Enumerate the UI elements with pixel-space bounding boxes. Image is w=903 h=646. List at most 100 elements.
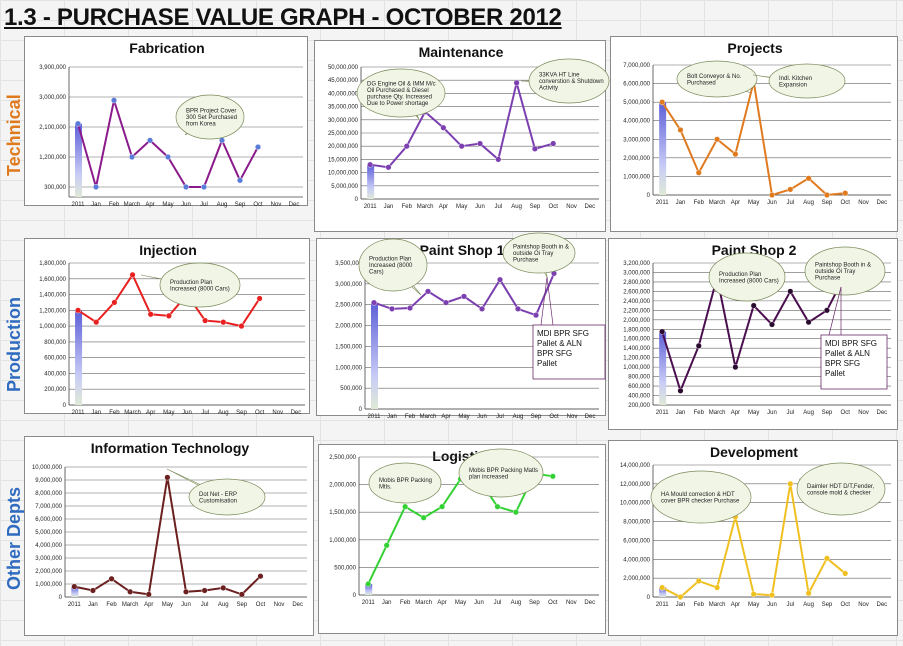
x-tick-label: Oct [549, 204, 559, 210]
chart-title: Projects [727, 40, 782, 56]
data-point-feb [403, 143, 410, 150]
chart-svg-fabrication: Fabrication 300,000 1,200,000 2,100,000 3,00… [39, 40, 303, 208]
y-tick-label: 4,000,000 [35, 543, 62, 549]
chart-panel-fabrication: Fabrication 300,000 1,200,000 2,100,000 3,00… [24, 36, 308, 208]
data-point-jun [768, 191, 775, 198]
data-point-march [420, 514, 427, 521]
x-tick-label: Oct [549, 414, 559, 420]
x-tick-label: Jun [182, 410, 192, 416]
chart-title: Paint Shop 1 [420, 242, 505, 258]
x-tick-label: March [417, 204, 434, 210]
section-label-technical: Technical [4, 94, 24, 176]
x-tick-label: Jun [767, 410, 777, 416]
x-tick-label: Oct [256, 602, 266, 608]
x-tick-label: Apr [437, 600, 446, 606]
x-tick-label: Nov [274, 602, 285, 608]
x-tick-label: Sep [530, 204, 541, 210]
y-tick-label: 2,600,000 [623, 289, 650, 295]
x-tick-label: Jul [786, 410, 794, 416]
x-tick-label: Oct [841, 200, 851, 206]
x-tick-label: Feb [109, 202, 120, 208]
x-tick-label: Jun [474, 600, 484, 606]
note-text: MDI BPR SFG Pallet & ALN BPR SFG Pallet [825, 339, 877, 378]
y-tick-label: 1,200,000 [623, 356, 650, 362]
chart-title: Information Technology [91, 440, 250, 456]
data-point-jan [677, 387, 684, 394]
y-tick-label: 30,000,000 [328, 118, 359, 124]
chart-svg-paint-shop-2: Paint Shop 2 200,000 400,000 600,000 800,000… [623, 242, 891, 416]
x-tick-label: Aug [217, 202, 228, 208]
data-point-sep [823, 555, 830, 562]
data-point-aug [805, 590, 812, 597]
data-point-jun [182, 183, 189, 190]
chart-title: Injection [139, 242, 197, 258]
data-point-feb [110, 97, 117, 104]
callout-bubble: Production Plan Increased (8000 Cars) [358, 238, 428, 296]
x-tick-label: Jan [387, 414, 397, 420]
y-tick-label: 2,000,000 [35, 569, 62, 575]
y-tick-label: 1,400,000 [623, 346, 650, 352]
x-tick-label: Jan [676, 200, 686, 206]
x-tick-label: Jun [767, 602, 777, 608]
data-point-oct [842, 190, 849, 197]
y-tick-label: 3,000,000 [39, 95, 66, 101]
data-point-oct [256, 295, 263, 302]
data-point-apr [439, 503, 446, 510]
y-tick-label: 600,000 [628, 384, 650, 390]
y-tick-label: 10,000,000 [620, 501, 651, 507]
x-tick-label: Jul [496, 414, 504, 420]
callout-bubble: 33KVA HT Line converstion & Shutdown Activ… [520, 58, 610, 104]
x-tick-label: 2011 [368, 414, 382, 420]
x-tick-label: Oct [841, 410, 851, 416]
chart-svg-logistics: Logistics0500,0001,000,0001,500,0002,000… [329, 448, 599, 606]
data-point-apr [442, 299, 449, 306]
x-tick-label: Feb [109, 410, 120, 416]
x-tick-label: Dec [292, 602, 303, 608]
data-point-jul [495, 156, 502, 163]
callout-bubble: Paintshop Booth in & outside Oi Tray Purch… [804, 246, 886, 296]
data-point-jul [200, 183, 207, 190]
x-tick-label: May [748, 200, 759, 206]
x-tick-label: Nov [566, 600, 577, 606]
x-tick-label: May [162, 202, 173, 208]
note-box: MDI BPR SFG Pallet & ALN BPR SFG Pallet [820, 286, 888, 390]
bar-2011 [659, 102, 667, 195]
x-tick-label: 2011 [364, 204, 378, 210]
x-tick-label: Nov [566, 204, 577, 210]
y-tick-label: 500,000 [340, 386, 362, 392]
series-line [661, 81, 846, 197]
data-point-march [127, 588, 134, 595]
callout-text: Bolt Conveyor & No. Purchased [687, 74, 742, 87]
chart-svg-projects: Projects 0 1,000,000 2,000,000 3,000,000 4,00… [623, 40, 891, 206]
x-tick-label: 2011 [656, 602, 670, 608]
x-tick-label: Apr [145, 202, 154, 208]
x-tick-label: Jan [91, 202, 101, 208]
page-title: 1.3 - PURCHASE VALUE GRAPH - OCTOBER 201… [4, 4, 562, 31]
y-tick-label: 1,000,000 [39, 324, 66, 330]
y-tick-label: 2,000,000 [623, 576, 650, 582]
data-point-may [164, 153, 171, 160]
x-tick-label: March [124, 202, 141, 208]
chart-panel-logistics: Logistics 0 500,000 1,000,000 1,500,000 2,000… [318, 444, 606, 634]
x-tick-label: Nov [858, 410, 869, 416]
x-tick-label: Apr [144, 602, 153, 608]
y-tick-label: 1,000,000 [623, 174, 650, 180]
data-point-jan [93, 319, 100, 326]
y-tick-label: 1,600,000 [39, 277, 66, 283]
x-tick-label: May [458, 414, 469, 420]
x-tick-label: Jun [181, 202, 191, 208]
x-tick-label: Nov [567, 414, 578, 420]
chart-title: Maintenance [419, 44, 504, 60]
y-tick-label: 1,000,000 [35, 582, 62, 588]
callout-bubble: Bolt Conveyor & No. Purchased [676, 60, 758, 98]
data-point-oct [550, 140, 557, 147]
y-tick-label: 10,000,000 [328, 171, 359, 177]
callout-text: Indl. Kitchen Expansion [779, 76, 812, 89]
x-tick-label: Sep [236, 410, 247, 416]
x-tick-label: Apr [731, 200, 740, 206]
x-tick-label: Sep [822, 602, 833, 608]
data-point-may [750, 591, 757, 598]
x-tick-label: Dec [877, 200, 888, 206]
chart-panel-development: Development 0 2,000,000 4,000,000 6,000,000 8… [608, 440, 898, 636]
chart-panel-information-technology: Information Technology 0 1,000,000 2,000,00… [24, 436, 314, 636]
